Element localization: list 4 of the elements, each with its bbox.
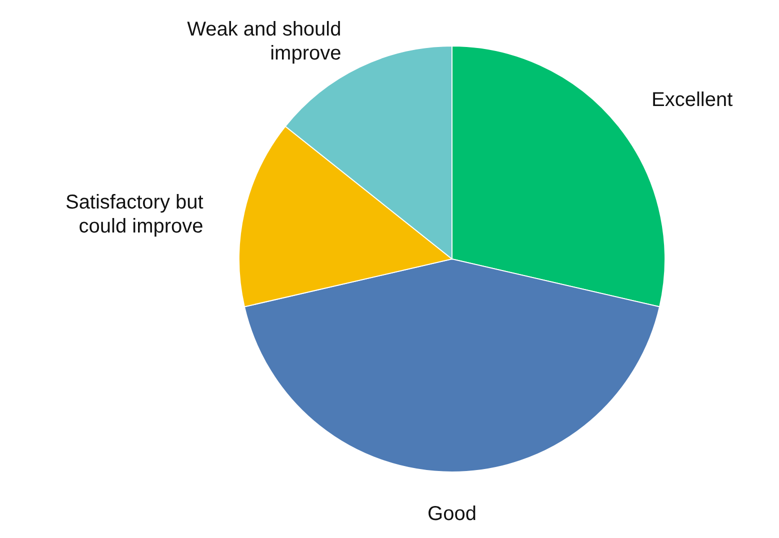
slice-label: Excellent — [652, 89, 734, 112]
slice-label: Weak and should improve — [187, 18, 342, 64]
slice-label: Satisfactory but could improve — [65, 192, 204, 238]
slice-label: Good — [428, 503, 476, 525]
